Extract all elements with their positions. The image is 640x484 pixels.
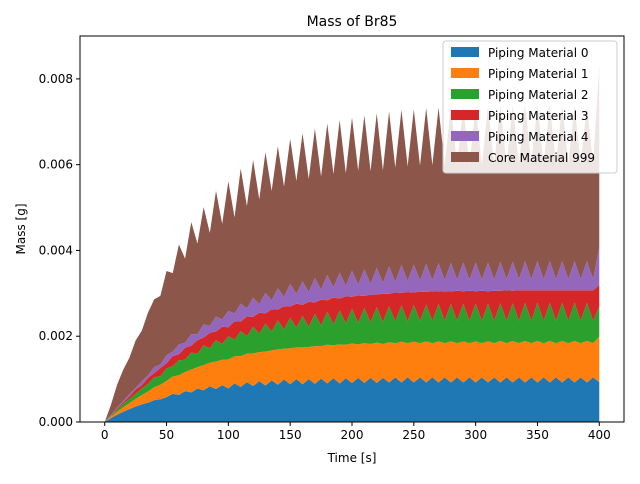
legend-label: Piping Material 2 <box>488 88 589 102</box>
legend-swatch <box>451 131 479 141</box>
chart-title: Mass of Br85 <box>307 14 398 30</box>
legend-label: Piping Material 0 <box>488 46 589 60</box>
legend-swatch <box>451 68 479 78</box>
y-axis-label: Mass [g] <box>14 203 28 254</box>
legend-swatch <box>451 110 479 120</box>
legend-swatch <box>451 89 479 99</box>
x-tick-label: 100 <box>217 428 240 442</box>
y-tick-label: 0.002 <box>39 329 73 343</box>
x-tick-label: 50 <box>159 428 174 442</box>
x-tick-label: 150 <box>279 428 302 442</box>
x-axis-ticks: 0 50 100 150 200 250 300 350 400 <box>101 422 611 442</box>
x-tick-label: 350 <box>526 428 549 442</box>
legend-box <box>442 40 618 174</box>
area-series-3 <box>104 285 600 422</box>
legend-label: Core Material 999 <box>488 151 595 165</box>
x-tick-label: 200 <box>341 428 364 442</box>
y-axis-ticks: 0.000 0.002 0.004 0.006 0.008 <box>39 72 80 429</box>
legend-label: Piping Material 4 <box>488 130 589 144</box>
area-series-2 <box>104 302 600 422</box>
legend-swatch <box>451 152 479 162</box>
y-tick-label: 0.008 <box>39 72 73 86</box>
y-tick-label: 0.006 <box>39 158 73 172</box>
area-series-0 <box>104 377 600 422</box>
area-series-1 <box>104 336 600 422</box>
x-tick-label: 300 <box>464 428 487 442</box>
y-tick-label: 0.004 <box>39 243 73 257</box>
x-tick-label: 250 <box>402 428 425 442</box>
legend-swatch <box>451 47 479 57</box>
legend: Piping Material 0 Piping Material 1 Piping… <box>442 40 618 174</box>
x-axis-label: Time [s] <box>327 451 377 465</box>
y-tick-label: 0.000 <box>39 415 73 429</box>
x-tick-label: 0 <box>101 428 109 442</box>
x-tick-label: 400 <box>588 428 611 442</box>
area-series-4 <box>104 247 600 422</box>
legend-label: Piping Material 3 <box>488 109 589 123</box>
legend-label: Piping Material 1 <box>488 67 589 81</box>
